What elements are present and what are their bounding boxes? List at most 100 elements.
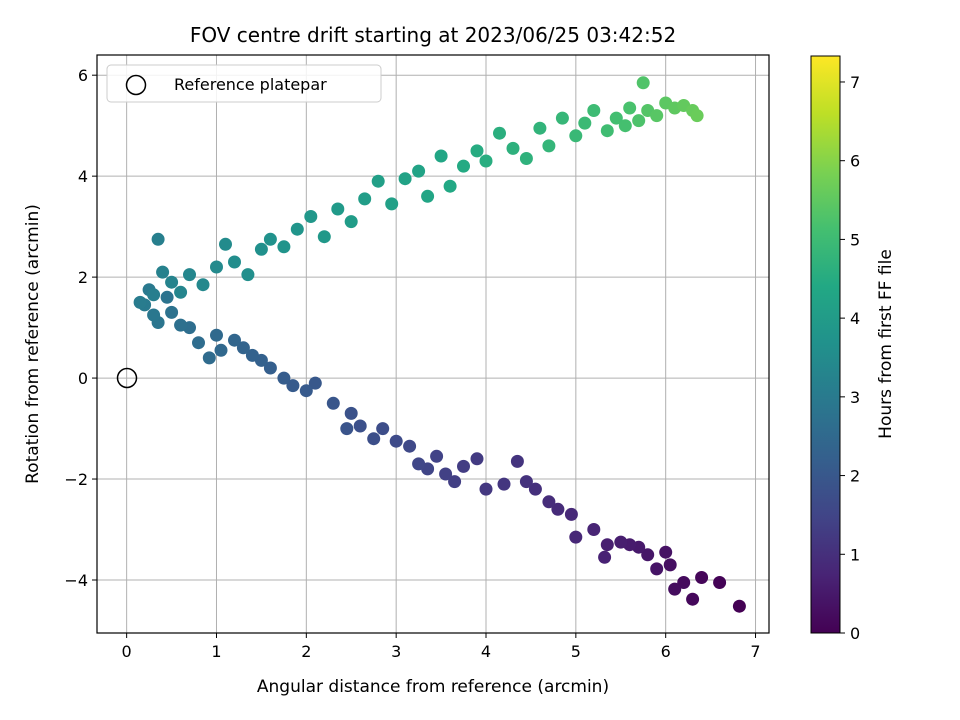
- data-point: [412, 457, 426, 471]
- data-point: [286, 379, 300, 393]
- data-point: [147, 288, 161, 302]
- data-point: [228, 333, 241, 347]
- data-point: [497, 477, 511, 491]
- data-point: [506, 141, 520, 155]
- x-tick-label: 5: [571, 642, 581, 661]
- data-point: [600, 538, 614, 552]
- data-point: [398, 172, 412, 186]
- data-point: [133, 295, 147, 309]
- colorbar-tick-label: 7: [850, 73, 860, 92]
- reference-marker: [116, 367, 138, 389]
- data-point: [241, 268, 255, 282]
- x-tick-label: 6: [661, 642, 671, 661]
- data-point: [344, 215, 358, 229]
- data-point: [732, 599, 746, 613]
- data-point: [677, 576, 691, 589]
- data-point: [326, 396, 340, 410]
- data-point: [299, 384, 313, 398]
- data-point: [510, 454, 524, 468]
- data-point: [174, 318, 188, 332]
- data-point: [358, 192, 372, 206]
- data-point: [448, 475, 462, 489]
- data-point: [659, 545, 673, 559]
- data-point: [412, 164, 426, 178]
- data-point: [636, 76, 650, 90]
- x-tick-label: 2: [301, 642, 311, 661]
- data-point: [600, 124, 614, 138]
- data-point: [403, 439, 417, 453]
- data-point: [457, 159, 470, 173]
- data-point: [210, 328, 223, 342]
- data-point: [609, 111, 623, 125]
- data-point: [245, 348, 259, 362]
- colorbar-ticks: 0 1 2 3 4 5 6 7: [840, 73, 860, 643]
- data-point: [183, 268, 196, 282]
- data-point: [254, 242, 268, 256]
- data-point: [542, 139, 556, 153]
- data-point: [304, 210, 318, 223]
- data-point: [219, 237, 232, 251]
- data-point: [430, 449, 444, 463]
- x-axis-label: Angular distance from reference (arcmin): [257, 677, 609, 697]
- data-point: [569, 530, 583, 544]
- data-point: [587, 104, 601, 117]
- data-point: [578, 116, 592, 130]
- chart-title: FOV centre drift starting at 2023/06/25 …: [190, 23, 676, 47]
- data-point: [479, 154, 493, 168]
- data-point: [160, 290, 174, 304]
- data-point: [263, 361, 277, 375]
- data-point: [439, 467, 453, 481]
- data-point: [165, 305, 179, 319]
- data-point: [421, 189, 435, 203]
- data-point: [528, 482, 542, 496]
- data-point: [533, 121, 547, 135]
- data-point: [519, 152, 533, 165]
- data-point: [151, 232, 165, 246]
- data-point: [519, 475, 533, 489]
- legend-box: [106, 64, 382, 103]
- data-point: [641, 548, 655, 562]
- data-point: [564, 507, 578, 521]
- plot-frame: [96, 54, 770, 634]
- data-point: [228, 255, 241, 269]
- colorbar-tick-label: 4: [850, 309, 860, 328]
- data-point: [277, 240, 291, 254]
- legend-label: Reference platepar: [174, 75, 327, 94]
- x-tick-label: 4: [481, 642, 491, 661]
- legend-marker: [125, 74, 147, 96]
- data-point: [389, 434, 403, 448]
- data-point: [614, 535, 628, 549]
- y-tick-label: −4: [64, 571, 88, 590]
- data-point: [344, 406, 358, 420]
- data-point: [443, 179, 457, 193]
- data-point: [367, 432, 381, 446]
- colorbar-label: Hours from first FF file: [876, 249, 896, 439]
- data-point: [668, 582, 682, 596]
- data-point: [632, 114, 646, 128]
- data-point: [695, 571, 709, 584]
- data-point: [277, 371, 291, 385]
- data-point: [650, 562, 664, 576]
- y-tick-label: 2: [78, 268, 88, 287]
- data-point: [493, 126, 506, 140]
- data-point: [569, 129, 583, 143]
- data-point: [210, 260, 223, 274]
- data-point: [340, 422, 354, 436]
- data-point: [690, 109, 704, 123]
- data-point: [457, 459, 470, 473]
- data-point: [214, 343, 228, 357]
- data-point: [371, 174, 385, 188]
- x-tick-label: 7: [750, 642, 760, 661]
- data-point: [713, 576, 727, 589]
- data-points: [133, 76, 746, 613]
- data-point: [551, 502, 565, 516]
- data-point: [650, 109, 664, 123]
- data-point: [470, 452, 484, 466]
- data-point: [174, 285, 188, 299]
- data-point: [308, 376, 322, 390]
- data-point: [663, 558, 677, 572]
- colorbar-tick-label: 5: [850, 230, 860, 249]
- data-point: [385, 197, 399, 211]
- data-point: [555, 111, 569, 125]
- x-tick-label: 1: [211, 642, 221, 661]
